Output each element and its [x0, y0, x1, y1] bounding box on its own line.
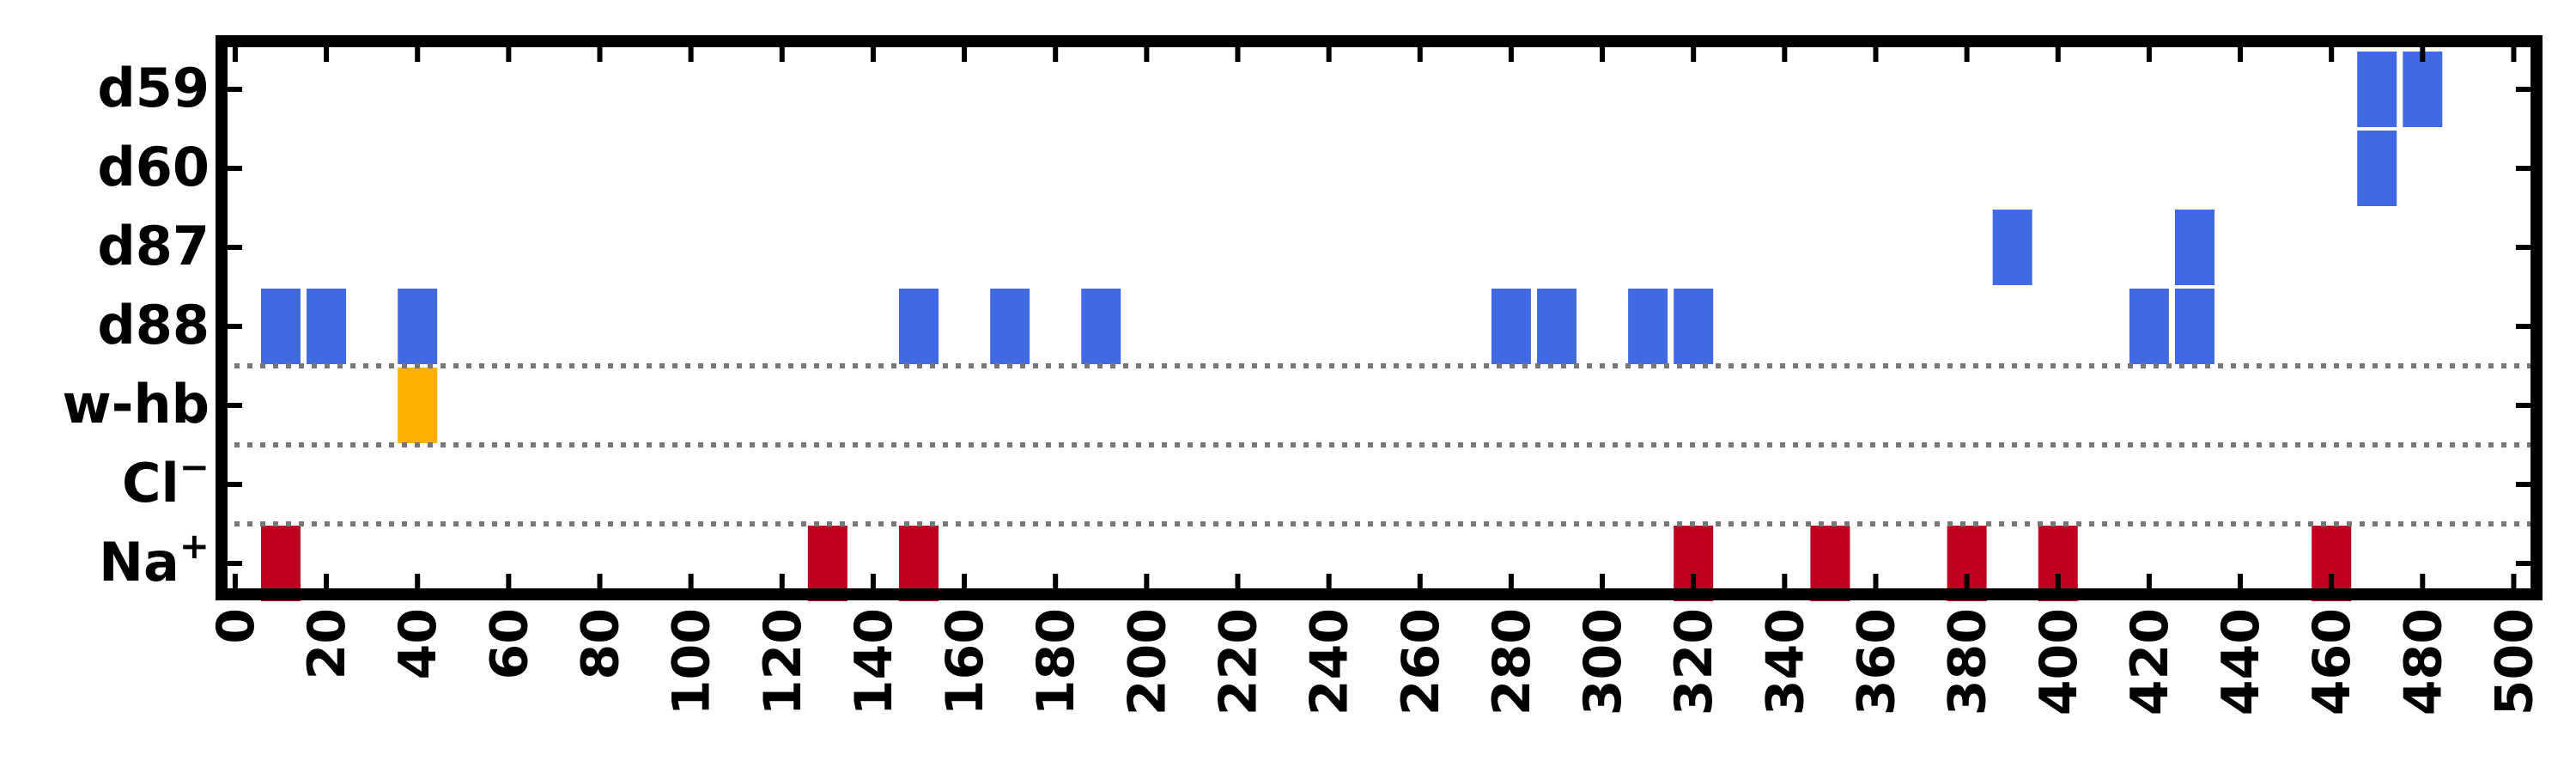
- x-tick-label-480: 480: [2393, 608, 2453, 715]
- x-tick-label-260: 260: [1391, 608, 1451, 715]
- x-tick-label-180: 180: [1026, 608, 1086, 715]
- x-tick-label-100: 100: [662, 608, 722, 715]
- x-tick-label-40: 40: [388, 608, 448, 680]
- x-tick-label-380: 380: [1938, 608, 1998, 715]
- event-mark-d88-150: [898, 289, 939, 364]
- x-tick-label-240: 240: [1300, 608, 1360, 715]
- x-tick-label-120: 120: [753, 608, 813, 715]
- event-mark-d88-170: [990, 289, 1030, 364]
- x-tick-label-200: 200: [1117, 608, 1177, 715]
- x-tick-label-0: 0: [206, 608, 266, 644]
- plot-frame: [216, 35, 2543, 600]
- row-label-d59: d59: [97, 57, 210, 119]
- event-mark-d88-290: [1536, 289, 1577, 364]
- row-label-w-hb: w-hb: [62, 373, 210, 435]
- x-tick-label-420: 420: [2120, 608, 2180, 715]
- x-tick-label-60: 60: [479, 608, 539, 680]
- event-mark-d88-280: [1491, 289, 1531, 364]
- event-mark-d88-190: [1081, 289, 1121, 364]
- event-marks: [260, 52, 2443, 601]
- row-label-d88: d88: [97, 294, 210, 356]
- x-tick-labels: 0 20 40 60 80 100 120 140 160 180 200 220 240 260 280 3…: [206, 608, 2545, 715]
- event-mark-d88-430: [2174, 289, 2215, 364]
- x-tick-label-220: 220: [1208, 608, 1268, 715]
- x-tick-label-140: 140: [844, 608, 904, 715]
- event-mark-w-hb-40: [398, 368, 438, 443]
- x-tick-label-80: 80: [570, 608, 630, 680]
- x-tick-label-500: 500: [2484, 608, 2544, 715]
- row-label-na: Na+: [99, 525, 210, 593]
- row-label-d87: d87: [97, 215, 210, 277]
- event-mark-d60-470: [2357, 131, 2397, 206]
- event-mark-d87-430: [2174, 210, 2215, 285]
- event-mark-d88-310: [1628, 289, 1668, 364]
- row-label-d60: d60: [97, 136, 210, 198]
- x-tick-label-440: 440: [2211, 608, 2271, 715]
- event-mark-d88-10: [260, 289, 301, 364]
- x-tick-label-340: 340: [1755, 608, 1815, 715]
- x-tick-label-280: 280: [1482, 608, 1542, 715]
- y-tick-labels: d59 d60 d87 d88 w-hb Cl− Na+: [62, 57, 210, 593]
- event-mark-d59-470: [2357, 52, 2397, 127]
- event-mark-d59-480: [2403, 52, 2443, 127]
- event-mark-d88-40: [398, 289, 438, 364]
- group-separators: [222, 363, 2537, 526]
- row-label-cl: Cl−: [122, 446, 210, 514]
- x-tick-label-300: 300: [1573, 608, 1633, 715]
- event-mark-d88-420: [2129, 289, 2169, 364]
- x-tick-label-160: 160: [935, 608, 995, 715]
- x-tick-label-20: 20: [297, 608, 357, 680]
- x-tick-label-320: 320: [1664, 608, 1724, 715]
- event-mark-d88-320: [1674, 289, 1714, 364]
- event-mark-d88-20: [307, 289, 347, 364]
- x-tick-label-400: 400: [2029, 608, 2089, 715]
- x-tick-label-360: 360: [1846, 608, 1906, 715]
- x-tick-label-460: 460: [2302, 608, 2362, 715]
- event-mark-d87-390: [1992, 210, 2032, 285]
